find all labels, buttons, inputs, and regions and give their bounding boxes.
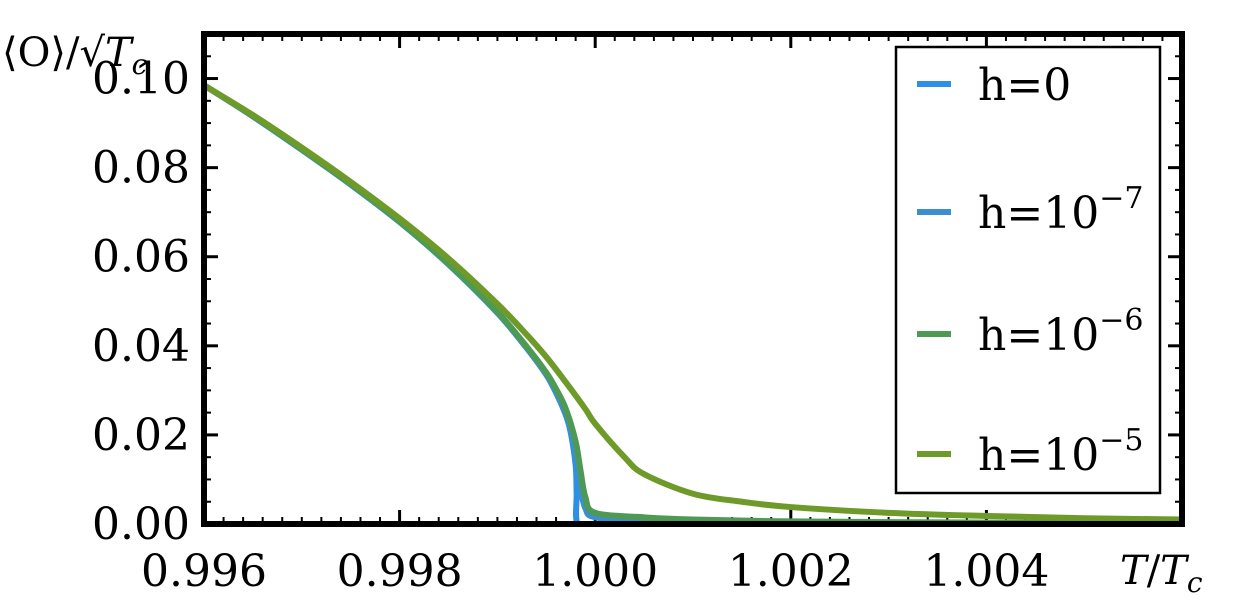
tick-labels: 0.996 0.998 1.000 1.002 1.004 0.00 0.02 0.04 0.0… xyxy=(92,54,1049,597)
legend-label-2: h=10−7 xyxy=(978,181,1143,239)
x-tick-label: 1.000 xyxy=(532,546,658,597)
y-tick-label: 0.08 xyxy=(92,143,190,194)
x-tick-label: 1.004 xyxy=(923,546,1049,597)
y-tick-label: 0.04 xyxy=(92,321,190,372)
legend-label-3: h=10−6 xyxy=(978,303,1143,361)
legend: h=0 h=10−7 h=10−6 h=10−5 xyxy=(894,45,1162,495)
x-tick-label: 0.996 xyxy=(141,546,267,597)
legend-box xyxy=(894,45,1162,495)
plot-frame xyxy=(201,31,1185,527)
y-axis-label: ⟨O⟩/√Tc xyxy=(2,30,148,81)
y-tick-label: 0.06 xyxy=(92,232,190,283)
legend-items: h=0 h=10−7 h=10−6 h=10−5 xyxy=(917,60,1143,481)
y-tick-label: 0.00 xyxy=(92,499,190,550)
y-tick-label: 0.10 xyxy=(92,54,190,105)
series-line-4 xyxy=(204,82,1182,523)
x-axis-label: T/Tc xyxy=(1120,548,1203,599)
legend-label-1: h=0 xyxy=(978,60,1071,111)
y-tick-label: 0.02 xyxy=(92,410,190,461)
legend-label-4: h=10−5 xyxy=(978,423,1143,481)
x-tick-label: 1.002 xyxy=(728,546,854,597)
x-tick-label: 0.998 xyxy=(337,546,463,597)
